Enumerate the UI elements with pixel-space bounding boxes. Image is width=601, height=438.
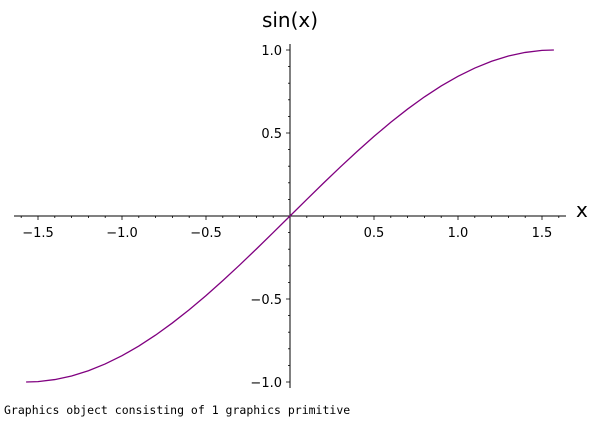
y-tick-label: −1.0 — [250, 376, 282, 391]
series-layer — [26, 49, 554, 383]
y-tick-label: −0.5 — [250, 293, 282, 308]
x-axis-title: x — [576, 198, 588, 222]
x-tick-label: 0.5 — [364, 226, 385, 241]
tick-labels: −1.5 −1.0 −0.5 0.5 1.0 1.5 1.0 0.5 −0.5 −1.0 — [22, 44, 552, 391]
x-tick-label: −1.0 — [106, 226, 138, 241]
sin-curve — [26, 49, 554, 383]
axis-ticks — [20, 49, 560, 383]
x-tick-label: 1.5 — [532, 226, 553, 241]
y-tick-label: 1.0 — [261, 44, 282, 59]
y-tick-label: 0.5 — [261, 127, 282, 142]
x-tick-label: −1.5 — [22, 226, 54, 241]
y-axis-title: sin(x) — [262, 8, 318, 32]
x-tick-label: 1.0 — [448, 226, 469, 241]
x-tick-label: −0.5 — [190, 226, 222, 241]
output-caption: Graphics object consisting of 1 graphics… — [4, 403, 351, 417]
